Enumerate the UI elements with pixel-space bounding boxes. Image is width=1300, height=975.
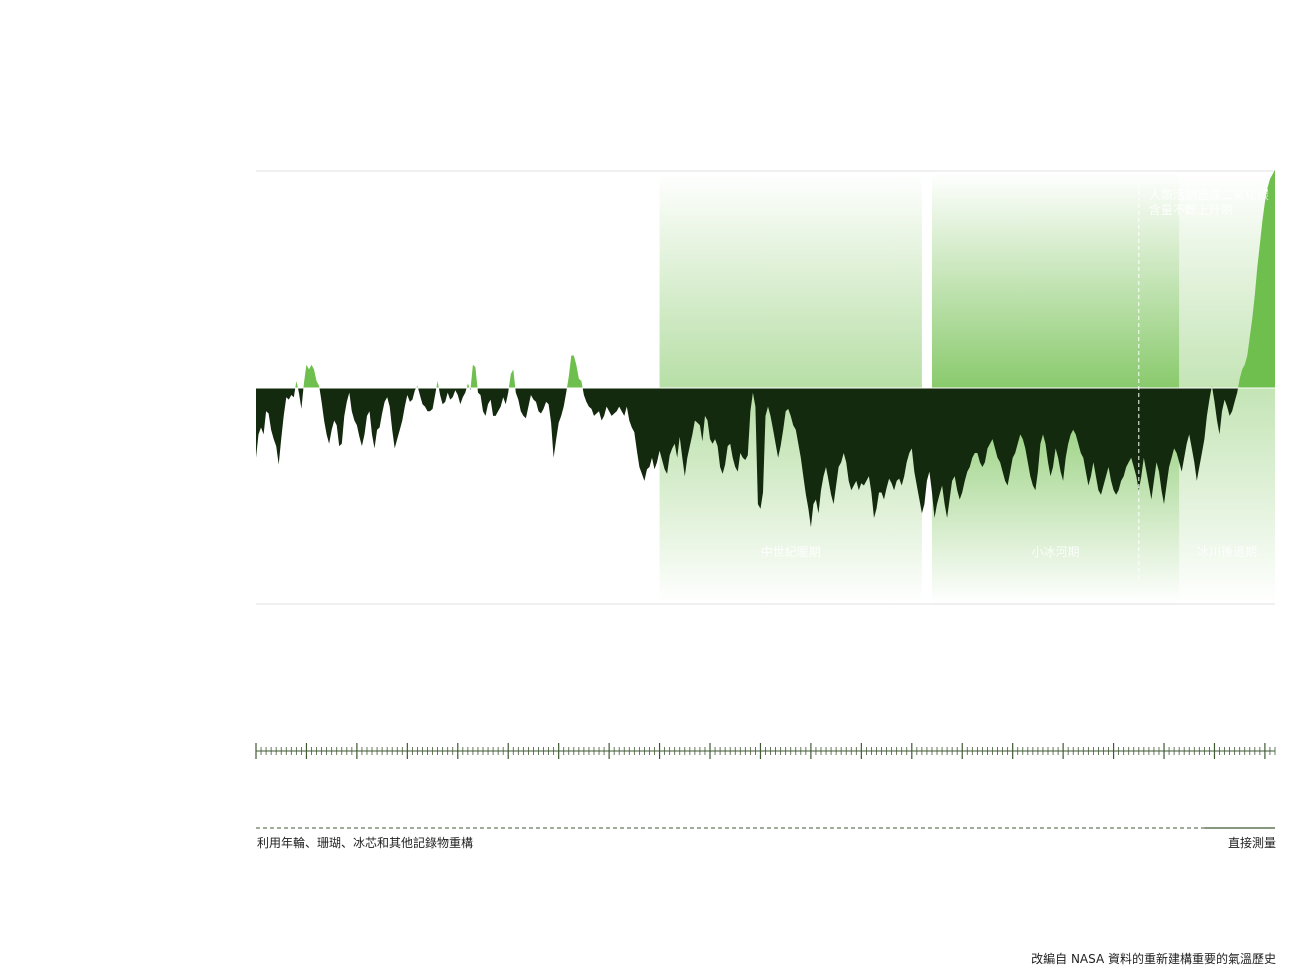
cool-anomaly-area bbox=[256, 388, 1275, 528]
period-label-2: 冰川後退期 bbox=[1197, 545, 1257, 559]
period-label-0: 中世紀暖期 bbox=[761, 544, 821, 559]
time-axis bbox=[255, 743, 1276, 759]
period-labels: 中世紀暖期 小冰河期 冰川後退期 bbox=[761, 544, 1257, 559]
co2-marker-label-line-0: 人類活動造成二氧化碳 bbox=[1149, 188, 1269, 202]
co2-marker-label-line-1: 含量不斷上升期 bbox=[1149, 202, 1233, 217]
direct-measurement-label: 直接測量 bbox=[1227, 836, 1276, 850]
period-label-1: 小冰河期 bbox=[1032, 545, 1080, 559]
reconstruction-label: 利用年輪、珊瑚、冰芯和其他記錄物重構 bbox=[257, 836, 474, 850]
frame-rules bbox=[256, 170, 1275, 605]
source-note: 改編自 NASA 資料的重新建構重要的氣溫歷史 bbox=[1031, 952, 1276, 966]
temperature-series bbox=[256, 169, 1275, 528]
